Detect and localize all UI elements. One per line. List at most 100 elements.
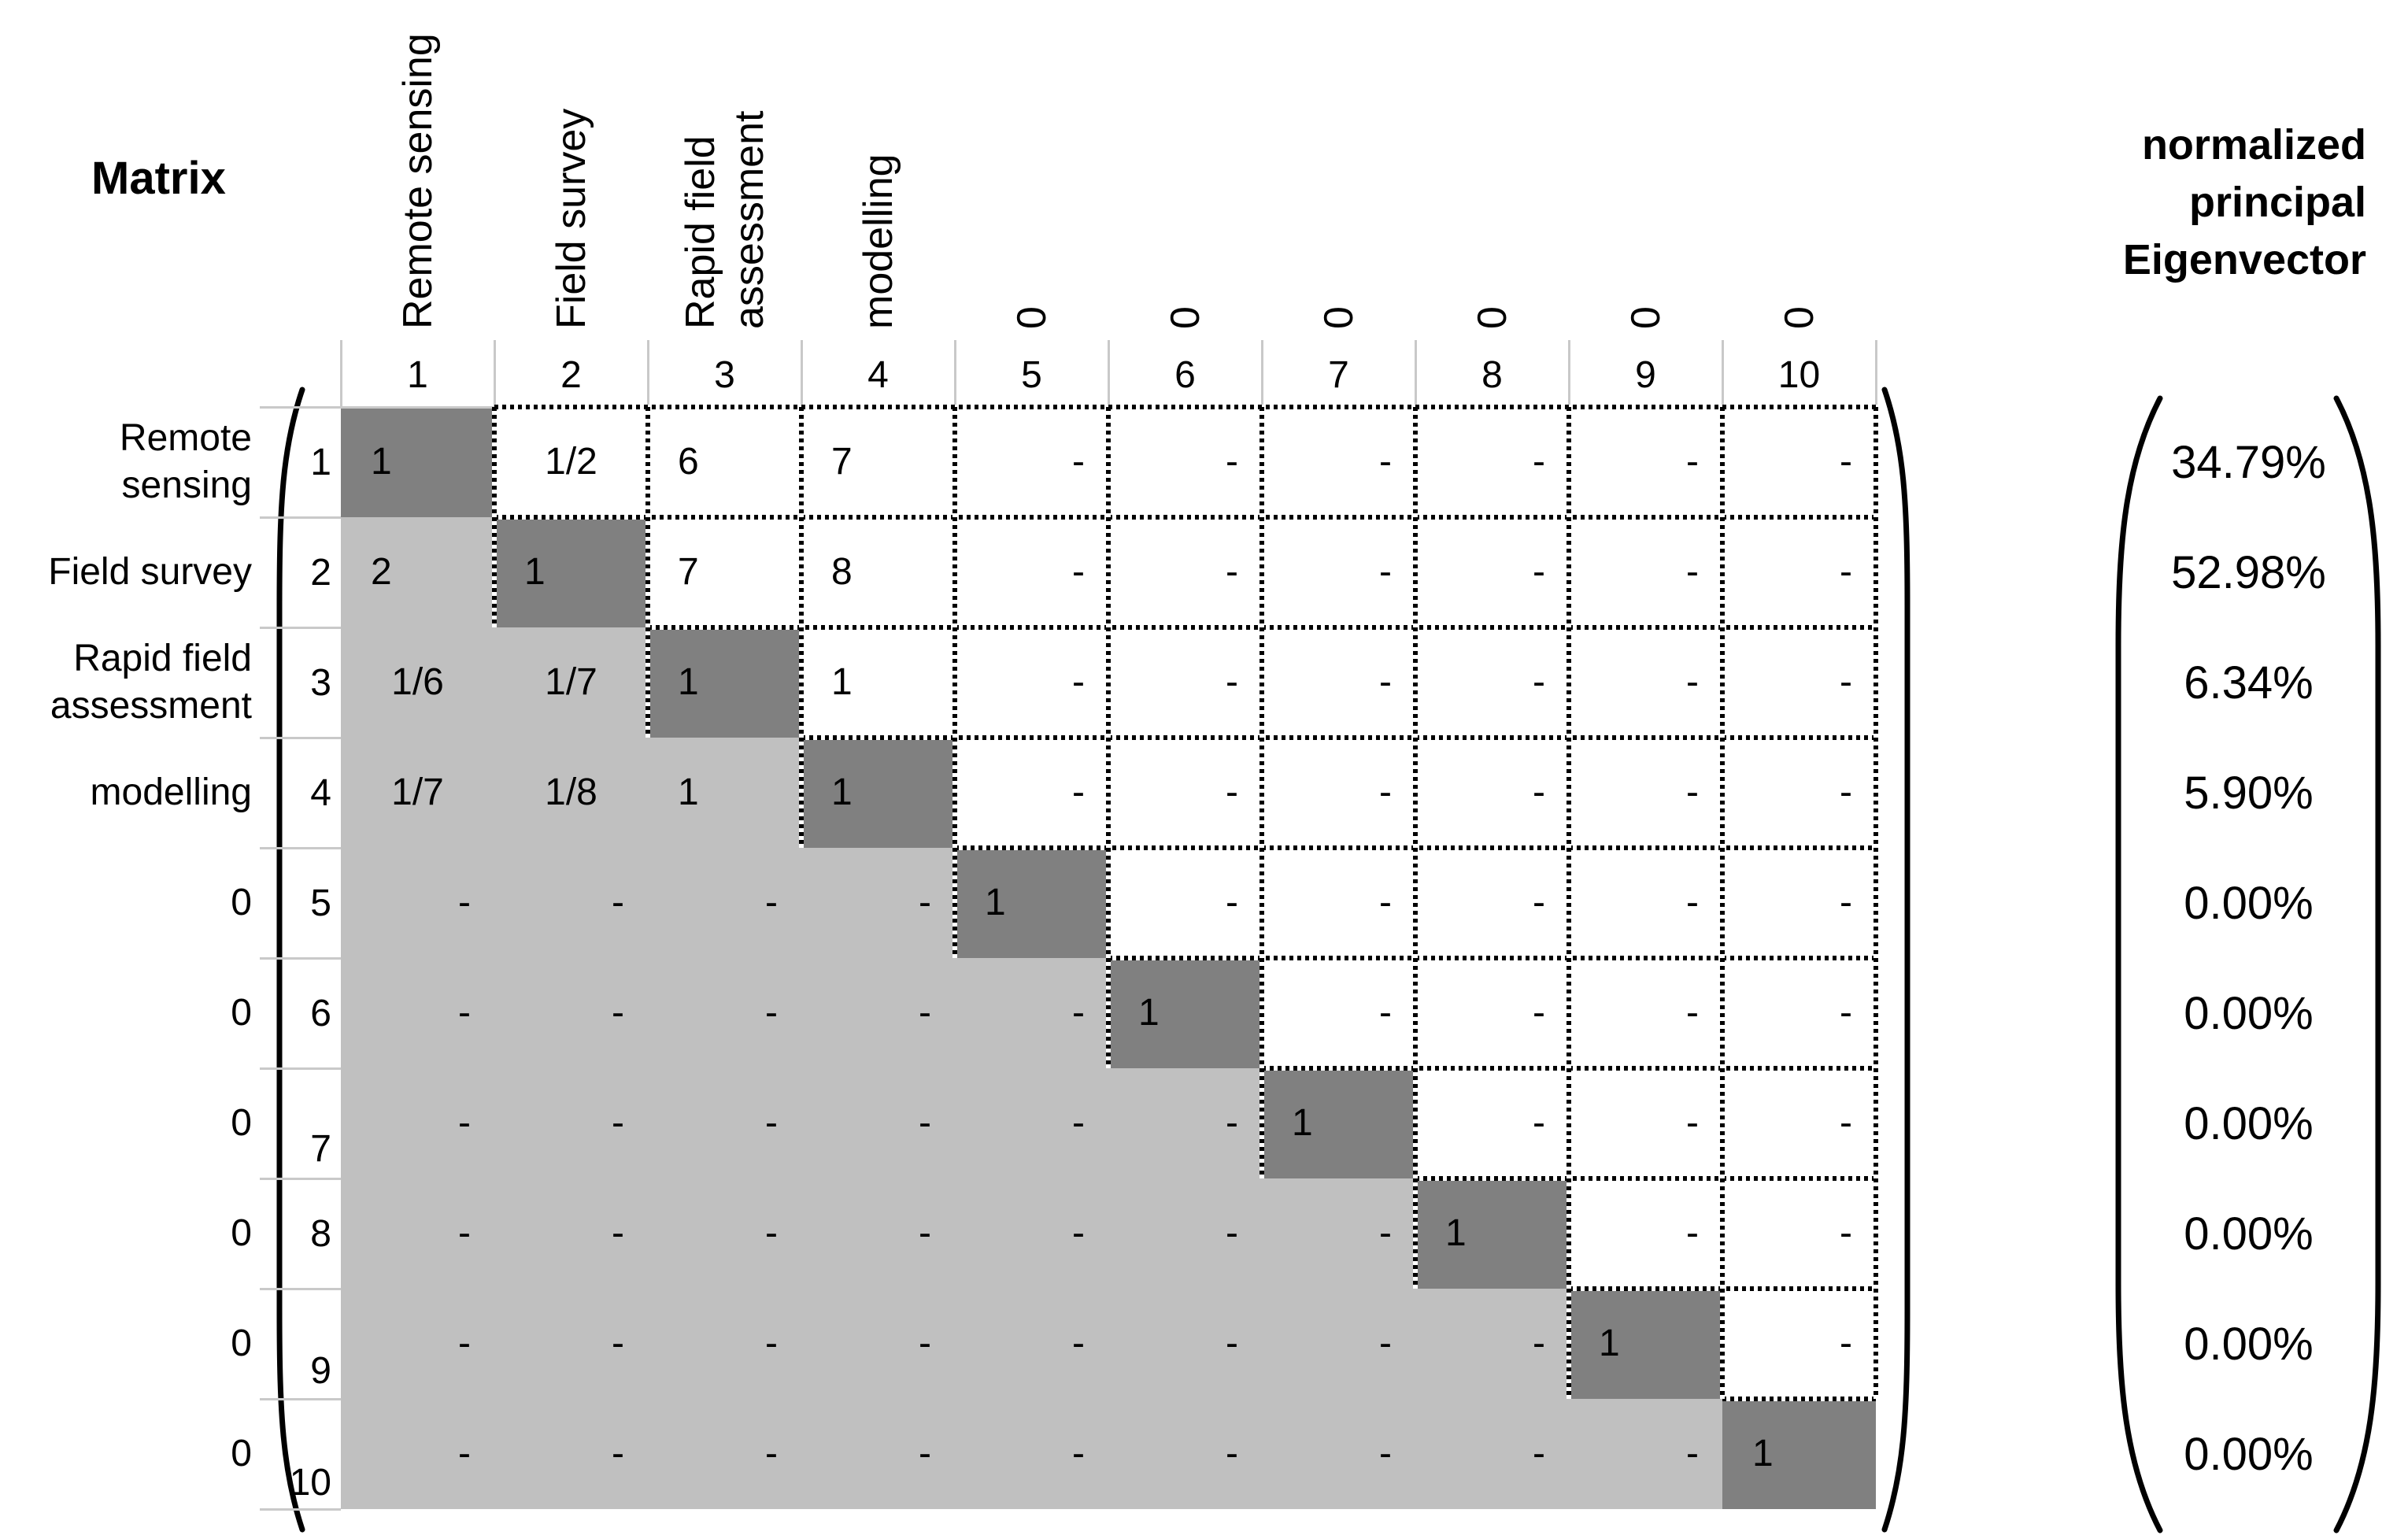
- column-number: 10: [1777, 353, 1821, 396]
- matrix-cell: -: [801, 1399, 955, 1509]
- matrix-cell: -: [1722, 627, 1876, 738]
- matrix-cell: -: [1108, 1068, 1262, 1178]
- matrix-cell: 1/6: [341, 627, 494, 738]
- gridline: [260, 846, 341, 849]
- matrix-cell: -: [1722, 848, 1876, 958]
- gridline: [1107, 340, 1110, 407]
- eigenvector-value: 0.00%: [2184, 1318, 2314, 1370]
- row-number: 4: [310, 771, 331, 814]
- gridline: [260, 1177, 341, 1180]
- column-number: 2: [560, 353, 582, 396]
- matrix-cell: -: [1415, 738, 1569, 848]
- cell-dotted-border: [1874, 407, 1878, 1399]
- matrix-cell: -: [1262, 958, 1415, 1068]
- gridline: [260, 736, 341, 739]
- matrix-cell: -: [648, 1399, 801, 1509]
- matrix-cell: -: [648, 958, 801, 1068]
- eigenvector-title: normalized principal Eigenvector: [2122, 121, 2366, 283]
- cell-dotted-border: [494, 515, 1878, 520]
- row-header-label: 0: [231, 1323, 252, 1364]
- matrix-cell: -: [801, 848, 955, 958]
- matrix-cell: -: [1262, 1399, 1415, 1509]
- gridline: [260, 626, 341, 629]
- matrix-cell: 1: [494, 517, 648, 627]
- matrix-cell: -: [1415, 1289, 1569, 1399]
- column-header-label: modelling: [855, 154, 901, 329]
- matrix-cell: -: [1722, 1178, 1876, 1289]
- eigenvector-value: 52.98%: [2171, 546, 2326, 598]
- matrix-cell: 1/7: [494, 627, 648, 738]
- matrix-cell: -: [341, 958, 494, 1068]
- matrix-cell: -: [1262, 738, 1415, 848]
- matrix-cell: -: [494, 1178, 648, 1289]
- gridline: [339, 340, 342, 407]
- column-number: 7: [1328, 353, 1349, 396]
- column-number: 4: [867, 353, 889, 396]
- matrix-cell: -: [1415, 627, 1569, 738]
- gridline: [260, 1287, 341, 1290]
- gridline: [260, 516, 341, 519]
- matrix-cell: -: [1569, 627, 1722, 738]
- matrix-cell: -: [341, 1399, 494, 1509]
- matrix-cell: -: [1722, 1289, 1876, 1399]
- gridline: [260, 1508, 341, 1511]
- column-number: 5: [1021, 353, 1042, 396]
- eigenvector-value: 0.00%: [2184, 1208, 2314, 1260]
- cell-dotted-border: [1106, 407, 1111, 1068]
- eigenvector-value: 0.00%: [2184, 877, 2314, 929]
- eigenvector-value: 0.00%: [2184, 987, 2314, 1039]
- matrix-cell: -: [341, 1178, 494, 1289]
- matrix-cell: 8: [801, 517, 955, 627]
- column-header-label: 0: [1008, 306, 1055, 329]
- matrix-cell: 1/7: [341, 738, 494, 848]
- column-number: 3: [714, 353, 735, 396]
- gridline: [493, 340, 496, 407]
- matrix-cell: -: [955, 1178, 1108, 1289]
- row-number: 8: [310, 1212, 331, 1255]
- matrix-cell: -: [1415, 1399, 1569, 1509]
- eigenvector-value: 5.90%: [2184, 767, 2314, 819]
- matrix-cell: -: [1108, 517, 1262, 627]
- matrix-cell: -: [1415, 1068, 1569, 1178]
- matrix-close-paren-icon: [1881, 387, 1910, 1533]
- row-header-label: 0: [231, 882, 252, 923]
- column-header-label: Rapid field assessment: [677, 110, 772, 329]
- matrix-cell: -: [1262, 1289, 1415, 1399]
- matrix-cell: -: [1108, 1289, 1262, 1399]
- matrix-cell: -: [1722, 517, 1876, 627]
- row-header-label: Field survey: [48, 551, 252, 593]
- row-number: 10: [289, 1461, 331, 1504]
- gridline: [646, 340, 649, 407]
- matrix-cell: -: [1722, 738, 1876, 848]
- gridline: [260, 956, 341, 960]
- matrix-cell: 1: [801, 738, 955, 848]
- eigenvector-value: 0.00%: [2184, 1097, 2314, 1149]
- row-number: 3: [310, 661, 331, 704]
- cell-dotted-border: [1415, 1176, 1878, 1181]
- matrix-cell: -: [801, 1289, 955, 1399]
- column-header-label: 0: [1315, 306, 1362, 329]
- matrix-cell: -: [494, 1399, 648, 1509]
- row-header-label: Rapid field assessment: [50, 638, 252, 727]
- matrix-cell: -: [801, 958, 955, 1068]
- cell-dotted-border: [1722, 1397, 1878, 1401]
- matrix-cell: -: [1415, 958, 1569, 1068]
- matrix-cell: -: [1722, 958, 1876, 1068]
- matrix-cell: -: [801, 1178, 955, 1289]
- eigenvector-value: 6.34%: [2184, 657, 2314, 708]
- matrix-cell: -: [955, 407, 1108, 517]
- row-header-label: 0: [231, 1102, 252, 1144]
- matrix-cell: -: [494, 1068, 648, 1178]
- matrix-cell: 1/8: [494, 738, 648, 848]
- column-header-label: 0: [1469, 306, 1515, 329]
- matrix-cell: 1/2: [494, 407, 648, 517]
- matrix-cell: -: [801, 1068, 955, 1178]
- matrix-cell: -: [1569, 407, 1722, 517]
- matrix-cell: -: [955, 738, 1108, 848]
- cell-dotted-border: [1413, 407, 1418, 1289]
- matrix-cell: -: [955, 517, 1108, 627]
- row-number: 1: [310, 441, 331, 483]
- matrix-cell: 1: [1569, 1289, 1722, 1399]
- column-header-label: Field survey: [548, 108, 594, 329]
